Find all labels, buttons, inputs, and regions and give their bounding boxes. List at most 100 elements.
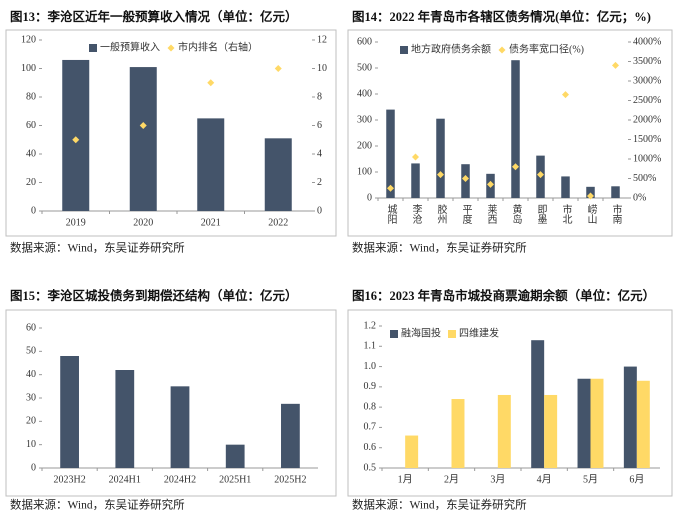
- bar: [225, 444, 245, 468]
- source-note: 数据来源：Wind，东吴证券研究所: [10, 498, 185, 512]
- bar: [611, 186, 620, 198]
- bar: [561, 176, 570, 198]
- legend-swatch: [167, 44, 175, 52]
- y2-tick-label: 4000%: [633, 36, 661, 47]
- x-tick-label: 5月: [583, 473, 598, 485]
- y2-tick-label: 3000%: [633, 75, 661, 86]
- bar: [544, 394, 558, 468]
- x-tick-label: 2022: [268, 217, 288, 228]
- y-tick-label: 40: [26, 148, 36, 159]
- bar: [115, 370, 135, 468]
- y-tick-label: 30: [26, 392, 36, 403]
- y2-tick-label: 2500%: [633, 95, 661, 106]
- y-tick-label: 300: [357, 114, 372, 125]
- x-tick-label: 2019: [66, 217, 86, 228]
- y-tick-label: 0.7: [364, 422, 377, 433]
- y2-tick-label: 8: [317, 91, 322, 102]
- bar: [386, 109, 395, 198]
- legend-swatch: [400, 46, 408, 54]
- y-tick-label: 0.9: [364, 381, 377, 392]
- x-tick-label: 3月: [490, 473, 505, 485]
- y2-tick-label: 2: [317, 177, 322, 188]
- x-tick-label: 市北: [560, 203, 572, 224]
- x-tick-label: 胶州: [435, 203, 447, 224]
- bar: [497, 394, 511, 468]
- bar: [281, 403, 300, 468]
- source-note: 数据来源：Wind，东吴证券研究所: [352, 498, 527, 512]
- y-tick-label: 40: [26, 369, 36, 380]
- y-tick-label: 0.8: [364, 401, 377, 412]
- bar: [411, 163, 420, 198]
- chart-title: 图13：李沧区近年一般预算收入情况（单位：亿元）: [10, 9, 298, 24]
- source-note: 数据来源：Wind，东吴证券研究所: [10, 241, 185, 255]
- x-tick-label: 黄岛: [510, 203, 522, 225]
- point: [412, 153, 419, 161]
- x-tick-label: 崂山: [585, 204, 597, 224]
- point: [487, 180, 494, 188]
- legend-label: 融海国投: [401, 326, 441, 339]
- legend-swatch: [448, 330, 456, 338]
- y-tick-label: 100: [357, 166, 372, 177]
- legend-label: 四维建发: [459, 326, 499, 339]
- y-tick-label: 1.2: [364, 320, 377, 331]
- bar: [623, 366, 637, 468]
- y2-tick-label: 10: [317, 63, 327, 74]
- bar: [577, 378, 591, 468]
- y-tick-label: 500: [357, 62, 372, 73]
- panel-frame: [347, 29, 673, 237]
- y2-tick-label: 3500%: [633, 56, 661, 67]
- point: [462, 175, 469, 182]
- bar: [511, 60, 520, 199]
- legend-label: 债务率宽口径(%): [509, 42, 584, 55]
- bar: [62, 59, 90, 212]
- bar: [590, 378, 604, 468]
- y2-tick-label: 0: [317, 205, 322, 216]
- bar: [451, 399, 465, 468]
- y-tick-label: 120: [21, 34, 36, 45]
- legend-label: 一般预算收入: [100, 40, 160, 53]
- x-tick-label: 2023H2: [53, 474, 85, 485]
- y2-tick-label: 1000%: [633, 153, 661, 164]
- panel-frame: [5, 29, 337, 237]
- chart-title: 图15：李沧区城投债务到期偿还结构（单位：亿元）: [10, 288, 298, 303]
- y-tick-label: 10: [26, 439, 36, 450]
- x-tick-label: 4月: [537, 473, 552, 485]
- bar: [60, 356, 79, 468]
- chart-title: 图16：2023 年青岛市城投商票逾期余额（单位：亿元）: [352, 288, 655, 303]
- bar: [129, 67, 157, 211]
- bar: [405, 435, 419, 468]
- point: [562, 91, 569, 99]
- y-tick-label: 1.0: [364, 361, 377, 372]
- y-tick-label: 0: [367, 192, 372, 203]
- y-tick-label: 0.5: [364, 462, 377, 473]
- bar: [170, 386, 190, 468]
- x-tick-label: 李沧: [410, 203, 422, 224]
- x-tick-label: 2025H1: [219, 474, 251, 485]
- y2-tick-label: 4: [317, 148, 322, 159]
- point: [512, 163, 519, 171]
- y-tick-label: 0: [31, 205, 36, 216]
- y-tick-label: 20: [26, 416, 36, 427]
- x-tick-label: 2025H2: [274, 474, 306, 485]
- y-tick-label: 80: [26, 91, 36, 102]
- bar: [436, 118, 445, 198]
- legend-swatch: [498, 46, 506, 54]
- y2-tick-label: 0%: [633, 192, 646, 203]
- legend-swatch: [89, 44, 97, 52]
- point: [612, 61, 619, 69]
- x-tick-label: 莱西: [485, 204, 497, 224]
- bar: [636, 380, 650, 468]
- point: [274, 65, 282, 72]
- y-tick-label: 50: [26, 346, 36, 357]
- point: [437, 171, 444, 179]
- x-tick-label: 城阳: [385, 204, 397, 224]
- x-tick-label: 平度: [460, 204, 472, 225]
- x-tick-label: 6月: [629, 473, 644, 485]
- y2-tick-label: 2000%: [633, 114, 661, 125]
- y-tick-label: 60: [26, 322, 36, 333]
- point: [587, 192, 594, 200]
- x-tick-label: 2024H1: [109, 474, 141, 485]
- y-tick-label: 0: [31, 462, 36, 473]
- point: [387, 184, 394, 192]
